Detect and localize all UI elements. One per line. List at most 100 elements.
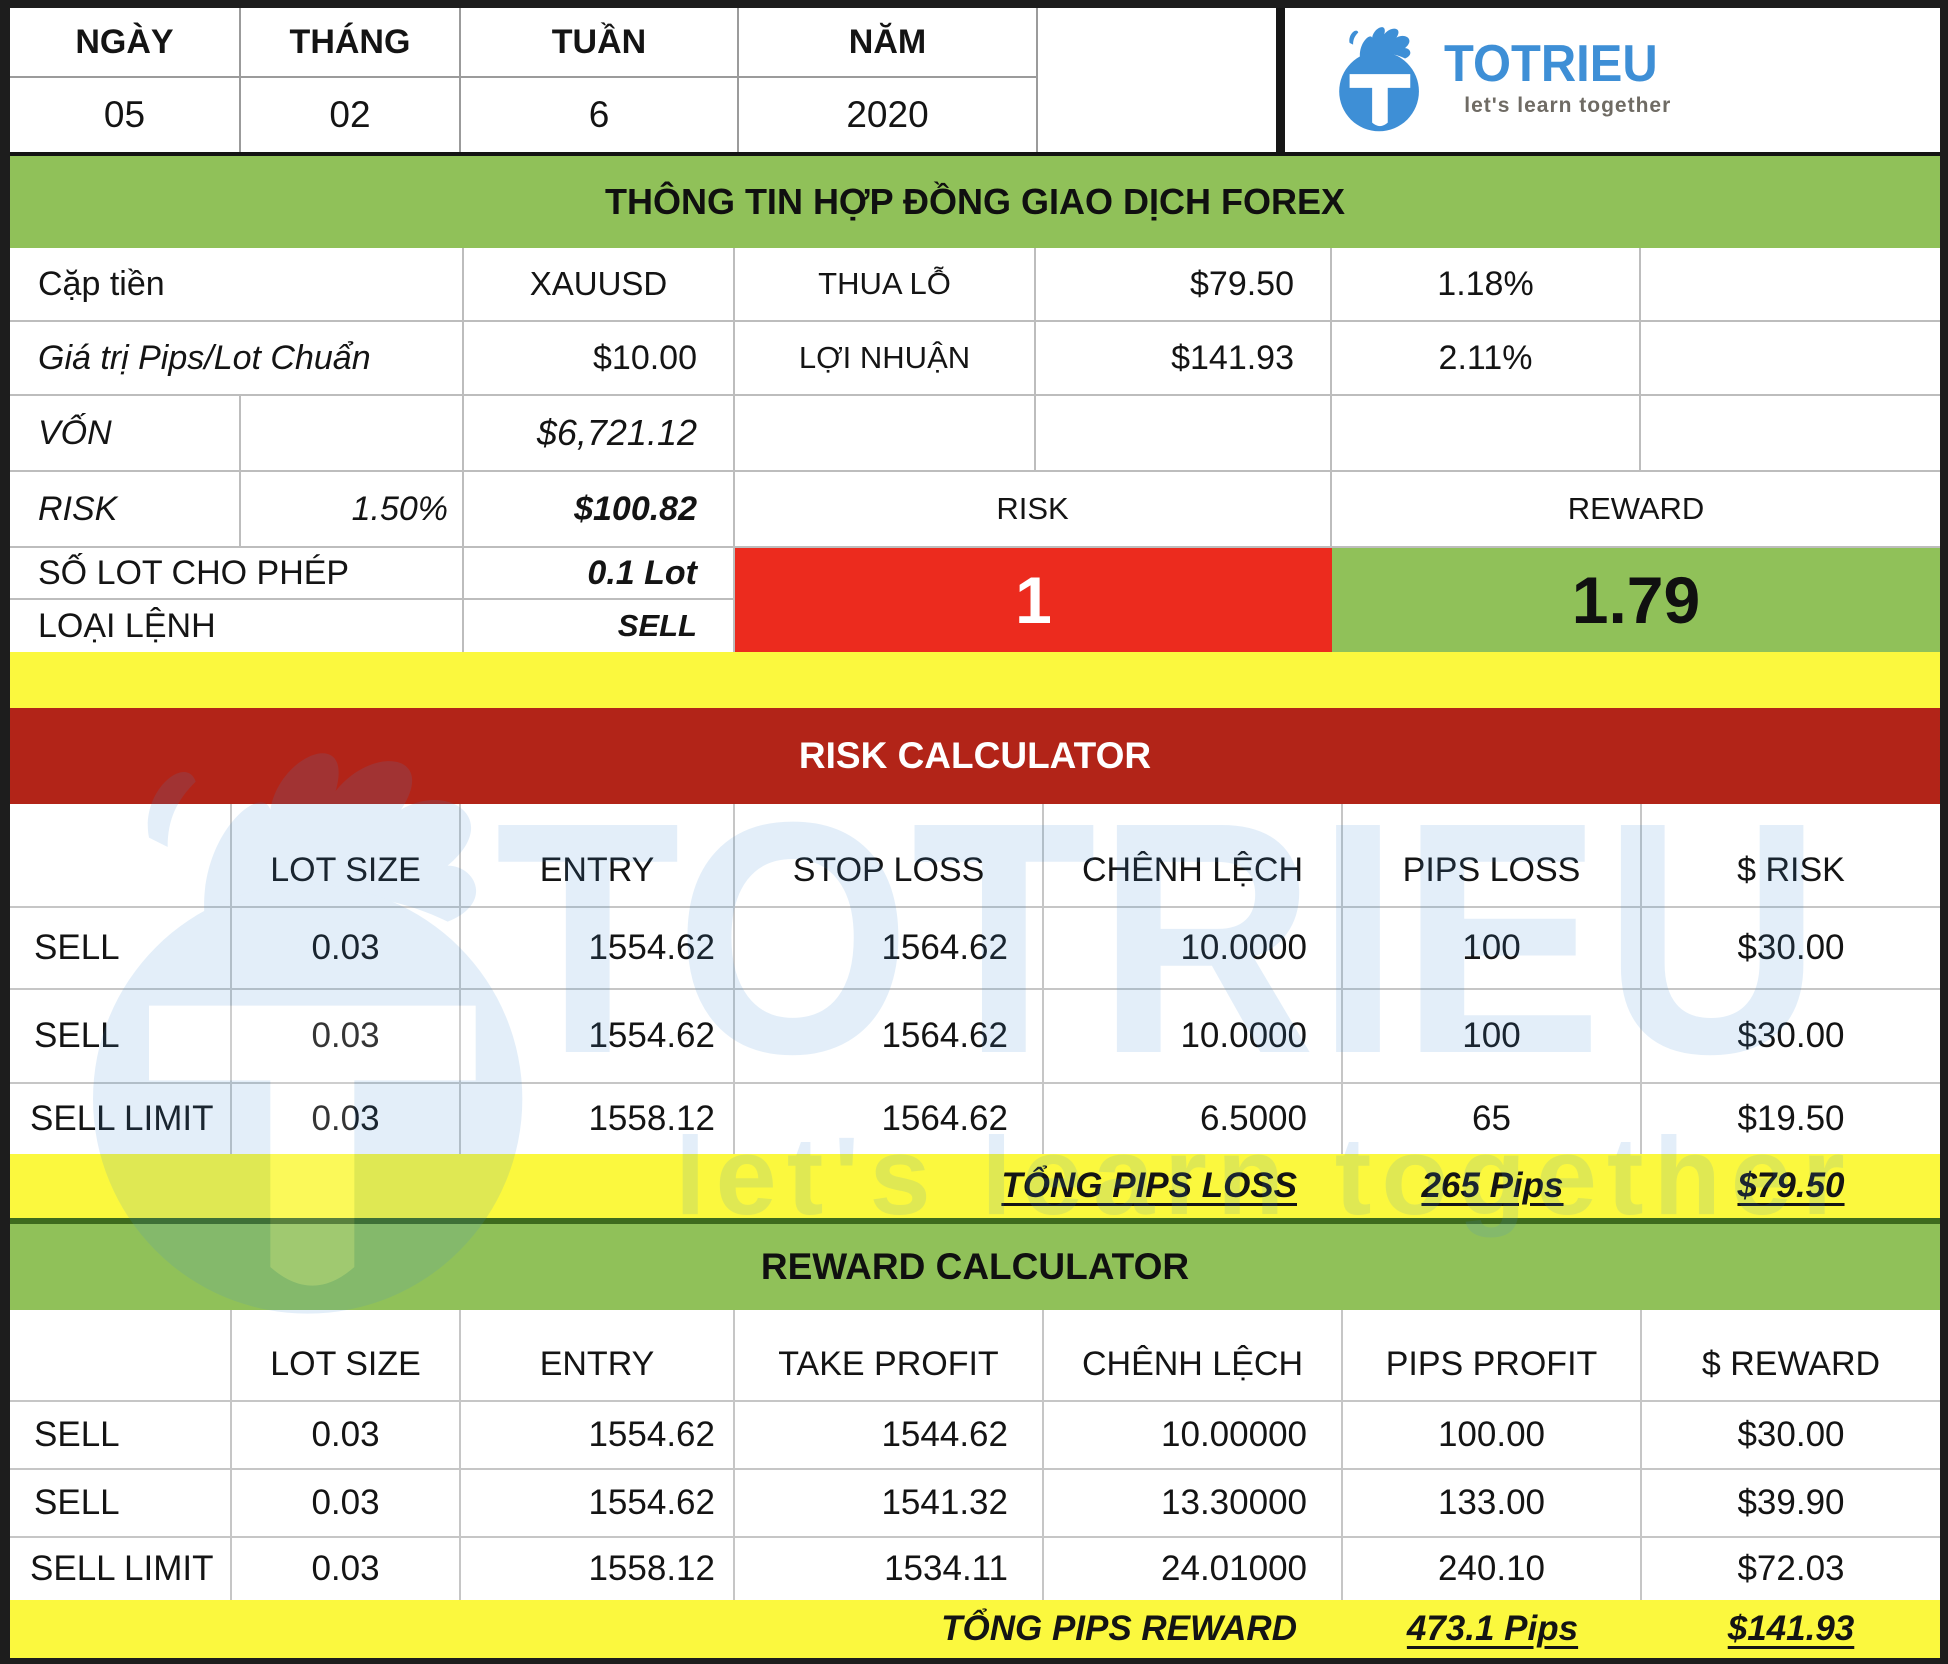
stop-loss-price: 1564.62 xyxy=(735,908,1044,988)
so-lot-label: SỐ LOT CHO PHÉP xyxy=(10,548,464,600)
dollar-risk: $19.50 xyxy=(1737,1099,1845,1138)
date-value-week: 6 xyxy=(461,78,739,152)
entry-price: 1554.62 xyxy=(461,1402,735,1468)
empty-cell xyxy=(1641,396,1940,472)
reward-table-row: SELL LIMIT 0.03 1558.12 1534.11 24.01000… xyxy=(10,1538,1940,1600)
reward-totals-row: TỔNG PIPS REWARD 473.1 Pips $141.93 xyxy=(10,1600,1940,1658)
lot-size: 0.03 xyxy=(232,1084,461,1154)
contract-info-table: Cặp tiền XAUUSD THUA LỖ $79.50 1.18% Giá… xyxy=(10,248,1940,652)
risk-ratio-value: 1 xyxy=(735,548,1332,652)
von-label: VỐN xyxy=(10,396,241,472)
contract-section-title: THÔNG TIN HỢP ĐỒNG GIAO DỊCH FOREX xyxy=(10,152,1940,248)
header-take-profit: TAKE PROFIT xyxy=(735,1310,1044,1400)
reward-table-row: SELL 0.03 1554.62 1541.32 13.30000 133.0… xyxy=(10,1470,1940,1538)
total-pips-reward-label: TỔNG PIPS REWARD xyxy=(941,1609,1297,1648)
header-dollar-risk: $ RISK xyxy=(1737,851,1845,889)
pips-profit: 133.00 xyxy=(1343,1470,1642,1536)
total-pips-loss-value: 265 Pips xyxy=(1421,1166,1564,1205)
von-value: $6,721.12 xyxy=(464,396,735,472)
order-type: SELL LIMIT xyxy=(10,1538,232,1600)
empty-cell xyxy=(1641,248,1940,322)
total-pips-loss-label: TỔNG PIPS LOSS xyxy=(1001,1166,1297,1205)
dollar-risk: $30.00 xyxy=(1737,928,1845,967)
order-type: SELL xyxy=(10,1470,232,1536)
date-value-month: 02 xyxy=(241,78,461,152)
reward-table-row: SELL 0.03 1554.62 1544.62 10.00000 100.0… xyxy=(10,1402,1940,1470)
dollar-reward: $39.90 xyxy=(1737,1483,1845,1522)
date-header-thang: THÁNG xyxy=(241,8,461,78)
yellow-separator xyxy=(10,652,1940,708)
dollar-reward: $30.00 xyxy=(1737,1415,1845,1454)
date-value-day: 05 xyxy=(10,78,241,152)
pips-loss: 100 xyxy=(1343,990,1642,1082)
order-type: SELL xyxy=(10,908,232,988)
date-value-year: 2020 xyxy=(739,78,1038,152)
reward-table-header-row: LOT SIZE ENTRY TAKE PROFIT CHÊNH LỆCH PI… xyxy=(10,1310,1940,1402)
header-pips-loss: PIPS LOSS xyxy=(1343,804,1642,906)
stop-loss-price: 1564.62 xyxy=(735,1084,1044,1154)
thua-lo-label: THUA LỖ xyxy=(735,248,1036,322)
take-profit-price: 1544.62 xyxy=(735,1402,1044,1468)
cap-tien-value: XAUUSD xyxy=(464,248,735,322)
order-type: SELL xyxy=(10,1402,232,1468)
date-header-ngay: NGÀY xyxy=(10,8,241,78)
entry-price: 1558.12 xyxy=(461,1084,735,1154)
total-dollar-risk-value: $79.50 xyxy=(1737,1166,1845,1205)
lot-size: 0.03 xyxy=(232,990,461,1082)
brand-text-block: TOTRIEU let's learn together xyxy=(1444,38,1671,118)
gia-tri-pips-label: Giá trị Pips/Lot Chuẩn xyxy=(10,322,464,396)
price-difference: 10.0000 xyxy=(1044,990,1343,1082)
brand-slogan: let's learn together xyxy=(1464,94,1672,117)
header-stop-loss: STOP LOSS xyxy=(735,804,1044,906)
reward-ratio-header: REWARD xyxy=(1332,472,1940,548)
loi-nhuan-label: LỢI NHUẬN xyxy=(735,322,1036,396)
header-entry: ENTRY xyxy=(461,1310,735,1400)
empty-cell xyxy=(735,396,1036,472)
risk-label: RISK xyxy=(10,472,241,548)
gia-tri-pips-value: $10.00 xyxy=(464,322,735,396)
thua-lo-percent: 1.18% xyxy=(1332,248,1641,322)
lot-size: 0.03 xyxy=(232,1538,461,1600)
loi-nhuan-percent: 2.11% xyxy=(1332,322,1641,396)
entry-price: 1554.62 xyxy=(461,990,735,1082)
take-profit-price: 1541.32 xyxy=(735,1470,1044,1536)
loi-nhuan-value: $141.93 xyxy=(1036,322,1332,396)
so-lot-value: 0.1 Lot xyxy=(464,548,735,600)
lot-size: 0.03 xyxy=(232,908,461,988)
order-type: SELL xyxy=(10,990,232,1082)
logo-area: TOTRIEU let's learn together xyxy=(1038,8,1940,152)
totrieu-flame-icon xyxy=(1339,27,1419,132)
header-chenh-lech: CHÊNH LỆCH xyxy=(1044,1310,1343,1400)
risk-percent: 1.50% xyxy=(241,472,464,548)
header-dollar-reward: $ REWARD xyxy=(1701,1345,1881,1383)
price-difference: 6.5000 xyxy=(1044,1084,1343,1154)
risk-table-row: SELL LIMIT 0.03 1558.12 1564.62 6.5000 6… xyxy=(10,1084,1940,1154)
pips-profit: 240.10 xyxy=(1343,1538,1642,1600)
date-header-tuan: TUẦN xyxy=(461,8,739,78)
price-difference: 24.01000 xyxy=(1044,1538,1343,1600)
date-table: NGÀY THÁNG TUẦN NĂM TOTRIEU let's learn … xyxy=(10,8,1940,152)
entry-price: 1554.62 xyxy=(461,1470,735,1536)
stop-loss-price: 1564.62 xyxy=(735,990,1044,1082)
order-type: SELL LIMIT xyxy=(10,1084,232,1154)
risk-value: $100.82 xyxy=(464,472,735,548)
date-header-nam: NĂM xyxy=(739,8,1038,78)
header-pips-profit: PIPS PROFIT xyxy=(1343,1310,1642,1400)
lot-size: 0.03 xyxy=(232,1470,461,1536)
risk-calculator-title: RISK CALCULATOR xyxy=(10,708,1940,804)
brand-name: TOTRIEU xyxy=(1444,35,1658,93)
thua-lo-value: $79.50 xyxy=(1036,248,1332,322)
lot-size: 0.03 xyxy=(232,1402,461,1468)
loai-lenh-value: SELL xyxy=(464,600,735,652)
header-lot-size: LOT SIZE xyxy=(232,1310,461,1400)
header-lot-size: LOT SIZE xyxy=(232,804,461,906)
reward-calculator-table: LOT SIZE ENTRY TAKE PROFIT CHÊNH LỆCH PI… xyxy=(10,1310,1940,1658)
cap-tien-label: Cặp tiền xyxy=(10,248,464,322)
price-difference: 13.30000 xyxy=(1044,1470,1343,1536)
risk-table-header-row: LOT SIZE ENTRY STOP LOSS CHÊNH LỆCH PIPS… xyxy=(10,804,1940,908)
empty-cell xyxy=(1641,322,1940,396)
price-difference: 10.00000 xyxy=(1044,1402,1343,1468)
header-empty xyxy=(10,804,232,906)
risk-table-row: SELL 0.03 1554.62 1564.62 10.0000 100 $3… xyxy=(10,908,1940,990)
